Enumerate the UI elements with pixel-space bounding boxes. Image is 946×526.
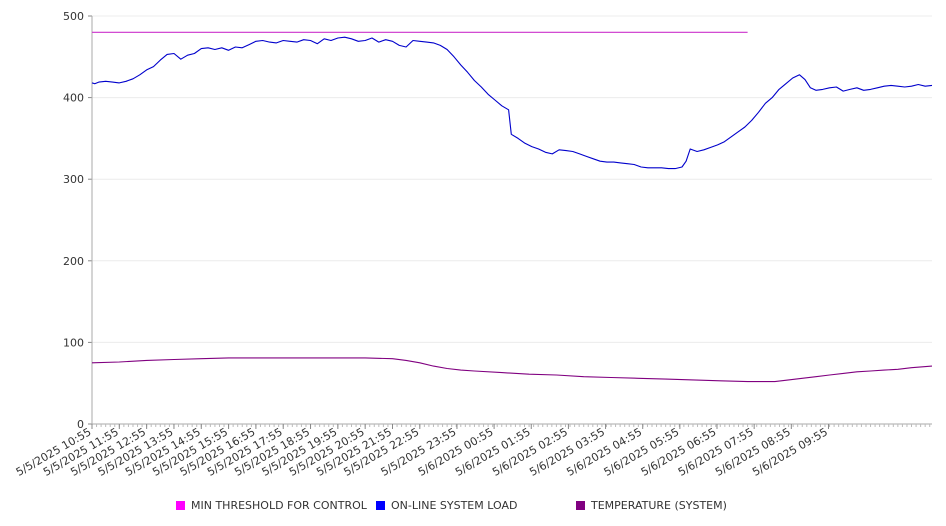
legend-swatch-system-load: [376, 501, 385, 510]
y-tick-label-100: 100: [63, 336, 84, 349]
y-tick-label-400: 400: [63, 92, 84, 105]
axes: [88, 15, 932, 429]
y-tick-label-500: 500: [63, 10, 84, 23]
legend-label-temperature: TEMPERATURE (SYSTEM): [591, 499, 727, 512]
x-tick-labels: 5/5/2025 10:555/5/2025 11:555/5/2025 12:…: [14, 425, 830, 479]
legend-swatch-temperature: [576, 501, 585, 510]
y-tick-label-200: 200: [63, 255, 84, 268]
series-line-system-load: [91, 36, 933, 170]
legend-label-min-threshold: MIN THRESHOLD FOR CONTROL: [191, 499, 367, 512]
y-tick-label-300: 300: [63, 173, 84, 186]
y-tick-label-0: 0: [77, 418, 84, 431]
series-line-temperature: [91, 357, 933, 383]
y-tick-labels: 0 100 200 300 400 500: [63, 10, 84, 431]
legend-item-min-threshold[interactable]: MIN THRESHOLD FOR CONTROL: [176, 499, 367, 512]
legend-label-system-load: ON-LINE SYSTEM LOAD: [391, 499, 518, 512]
legend-swatch-min-threshold: [176, 501, 185, 510]
series-lines: [91, 31, 933, 383]
legend-item-system-load[interactable]: ON-LINE SYSTEM LOAD: [376, 499, 517, 512]
legend-item-temperature[interactable]: TEMPERATURE (SYSTEM): [576, 499, 727, 512]
chart-legend: MIN THRESHOLD FOR CONTROL ON-LINE SYSTEM…: [0, 499, 946, 513]
grid-lines: [92, 15, 932, 343]
